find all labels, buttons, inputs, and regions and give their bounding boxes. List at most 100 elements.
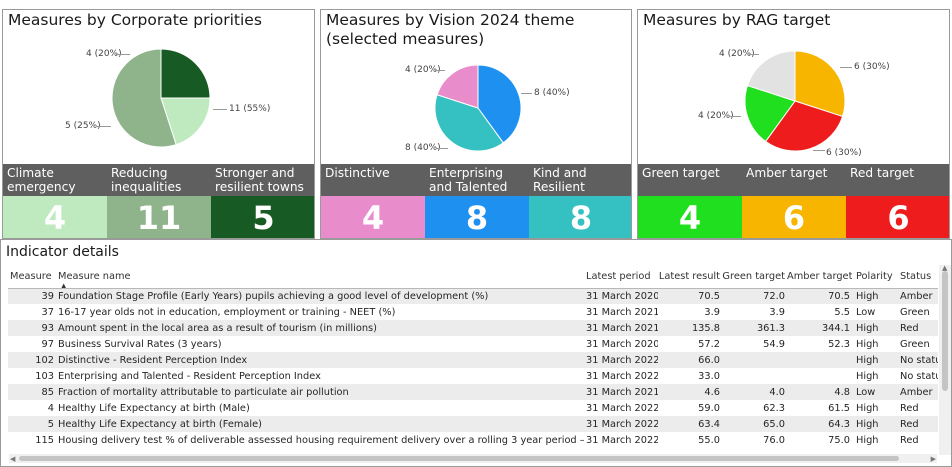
card-label: Kind and Resilient (529, 164, 631, 196)
details-title: Indicator details (6, 244, 119, 260)
col-header-measure[interactable]: Measure (8, 266, 56, 289)
pie-slice[interactable] (744, 84, 796, 143)
cell-latest-result: 55.0 (698, 434, 720, 446)
table-row[interactable]: 37 16-17 year olds not in education, empl… (8, 304, 938, 320)
table-row[interactable]: 4 Healthy Life Expectancy at birth (Male)… (8, 400, 938, 416)
pie-slice[interactable] (746, 50, 796, 102)
col-header-polarity[interactable]: Polarity (852, 266, 896, 289)
cell-status: Red (896, 416, 938, 432)
card-distinctive[interactable]: Distinctive 4 (321, 164, 425, 238)
cell-polarity: High (852, 288, 896, 304)
cell-amber-target (787, 368, 852, 384)
card-value: 6 (742, 196, 846, 238)
cell-amber-target: 61.5 (828, 402, 850, 414)
card-label: Climate emergency (3, 164, 107, 196)
card-label: Green target (638, 164, 742, 196)
pie-slice[interactable] (111, 48, 177, 148)
cell-measure-name: 16-17 year olds not in education, employ… (58, 306, 396, 318)
panel-title: Measures by Vision 2024 theme (326, 11, 575, 29)
table-row[interactable]: 85 Fraction of mortality attributable to … (8, 384, 938, 400)
cell-measure: 103 (35, 370, 54, 382)
cell-status: Red (900, 402, 919, 414)
cell-measure-name: Enterprising and Talented - Resident Per… (58, 370, 321, 382)
cell-status: Amber (896, 384, 938, 400)
pie-label: 4 (20%) (698, 111, 734, 121)
scroll-left-icon[interactable]: ◀ (10, 455, 16, 463)
card-green-target[interactable]: Green target 4 (638, 164, 742, 238)
col-header-measure-name[interactable]: Measure name ▲ (56, 266, 584, 289)
cell-status: Amber (896, 288, 938, 304)
leader-line (213, 109, 227, 110)
cell-polarity: High (856, 402, 879, 414)
pie-slice[interactable] (794, 50, 846, 118)
card-climate-emergency[interactable]: Climate emergency 4 (3, 164, 107, 238)
table-row[interactable]: 102 Distinctive - Resident Perception Ind… (8, 352, 938, 368)
cell-measure: 4 (47, 402, 54, 414)
cell-green-target: 76.0 (763, 434, 785, 446)
vertical-scrollbar[interactable]: ▲ (939, 264, 951, 455)
cell-latest-period: 31 March 2021 (584, 320, 658, 336)
cell-polarity: Low (852, 384, 896, 400)
pie-slice[interactable] (477, 64, 522, 144)
scroll-up-icon[interactable]: ▲ (942, 264, 948, 272)
card-value: 4 (321, 196, 425, 238)
table-body: 39 Foundation Stage Profile (Early Years)… (8, 288, 938, 448)
pie-slice[interactable] (160, 48, 211, 99)
cell-amber-target: 64.3 (787, 416, 852, 432)
card-kind-resilient[interactable]: Kind and Resilient 8 (529, 164, 631, 238)
leader-line (840, 67, 852, 68)
cell-latest-period: 31 March 2021 (586, 306, 658, 318)
cell-amber-target: 4.8 (787, 384, 852, 400)
cell-amber-target (787, 352, 852, 368)
cell-measure: 5 (8, 416, 56, 432)
table-row[interactable]: 97 Business Survival Rates (3 years) 31 Ma… (8, 336, 938, 352)
col-header-amber-target[interactable]: Amber target (787, 266, 852, 289)
col-header-latest-period[interactable]: Latest period (584, 266, 658, 289)
cell-status: Green (900, 338, 930, 350)
col-header-latest-result[interactable]: Latest result (658, 266, 722, 289)
pie-chart-vision[interactable] (321, 10, 632, 164)
scrollbar-thumb[interactable] (942, 271, 948, 391)
cell-latest-period: 31 March 2020 (584, 288, 658, 304)
cell-measure: 85 (8, 384, 56, 400)
scroll-right-icon[interactable]: ▶ (930, 455, 936, 463)
pie-chart-corporate[interactable] (3, 10, 315, 164)
card-stronger-resilient-towns[interactable]: Stronger and resilient towns 5 (211, 164, 314, 238)
cell-polarity: High (852, 320, 896, 336)
pie-label: 4 (20%) (86, 49, 122, 59)
pie-label: 4 (20%) (719, 49, 755, 59)
table-header-row: Measure Measure name ▲ Latest period Late… (8, 266, 938, 289)
pie-slice[interactable] (434, 94, 504, 152)
pie-slice[interactable] (160, 97, 211, 146)
card-enterprising-talented[interactable]: Enterprising and Talented 8 (425, 164, 529, 238)
card-label: Enterprising and Talented (425, 164, 529, 196)
card-value: 4 (3, 196, 107, 238)
card-red-target[interactable]: Red target 6 (846, 164, 949, 238)
pie-slice[interactable] (436, 64, 479, 109)
card-value: 8 (425, 196, 529, 238)
horizontal-scrollbar[interactable]: ◀ ▶ (9, 454, 937, 463)
cell-measure: 115 (35, 434, 54, 446)
pie-slice[interactable] (764, 100, 844, 152)
table-row[interactable]: 115 Housing delivery test % of deliverabl… (8, 432, 938, 448)
cell-latest-period: 31 March 2022 (584, 416, 658, 432)
pie-chart-rag[interactable] (638, 10, 950, 164)
cell-latest-period: 31 March 2022 (586, 402, 658, 414)
scrollbar-thumb[interactable] (19, 456, 899, 461)
table-row[interactable]: 93 Amount spent in the local area as a re… (8, 320, 938, 336)
cell-measure-name: Fraction of mortality attributable to pa… (56, 384, 584, 400)
pie-label: 8 (40%) (405, 143, 441, 153)
leader-line (813, 150, 825, 151)
table-row[interactable]: 39 Foundation Stage Profile (Early Years)… (8, 288, 938, 304)
panel-corporate-priorities: Measures by Corporate priorities 4 (20%)… (2, 9, 315, 239)
cell-measure-name: Business Survival Rates (3 years) (58, 338, 222, 350)
table-row[interactable]: 5 Healthy Life Expectancy at birth (Femal… (8, 416, 938, 432)
col-header-green-target[interactable]: Green target (722, 266, 787, 289)
table-row[interactable]: 103 Enterprising and Talented - Resident … (8, 368, 938, 384)
cell-green-target: 65.0 (722, 416, 787, 432)
card-reducing-inequalities[interactable]: Reducing inequalities 11 (107, 164, 211, 238)
cell-latest-result: 70.5 (658, 288, 722, 304)
card-amber-target[interactable]: Amber target 6 (742, 164, 846, 238)
col-header-status[interactable]: Status (896, 266, 938, 289)
panel-title: Measures by Corporate priorities (8, 11, 262, 29)
